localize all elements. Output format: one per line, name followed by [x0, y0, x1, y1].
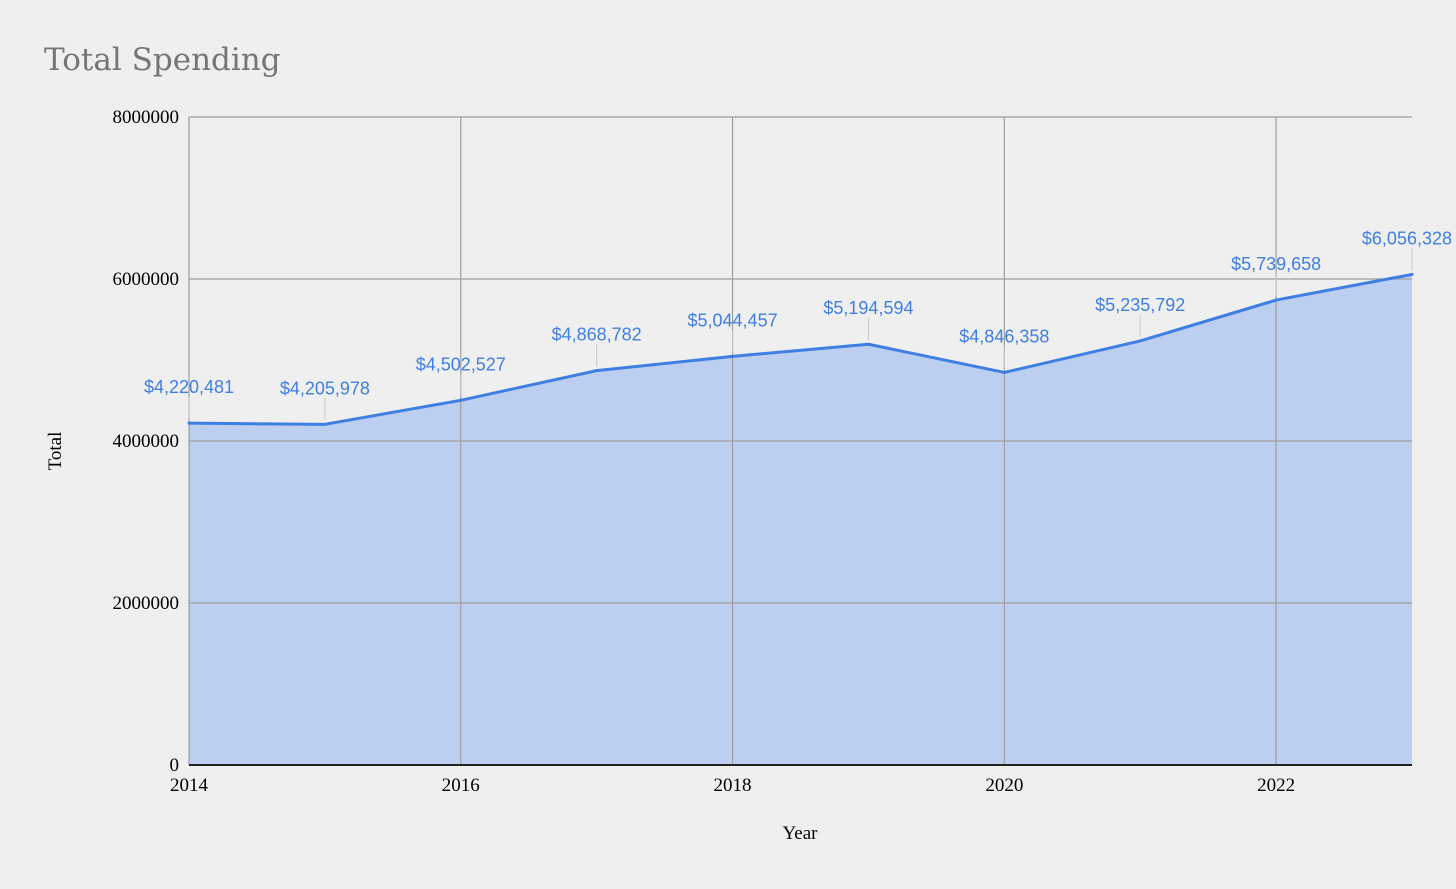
x-tick-label: 2014 [170, 775, 209, 796]
data-point [1138, 339, 1142, 343]
y-tick-label: 2000000 [113, 593, 180, 614]
x-axis: 2014 2016 2018 2020 2022 [170, 764, 1412, 796]
x-tick-label: 2016 [442, 775, 480, 796]
data-point [323, 422, 327, 426]
data-label: $5,194,594 [823, 298, 913, 318]
data-label: $6,056,328 [1362, 228, 1452, 248]
area-fill [189, 274, 1412, 765]
y-tick-label: 0 [170, 755, 180, 776]
y-tick-label: 8000000 [113, 107, 180, 128]
data-point [731, 354, 735, 358]
data-point [866, 342, 870, 346]
data-label: $4,868,782 [552, 325, 642, 345]
y-axis: 0 2000000 4000000 6000000 8000000 [113, 107, 180, 776]
data-label: $5,235,792 [1095, 295, 1185, 315]
data-label: $4,846,358 [959, 326, 1049, 346]
data-point [595, 369, 599, 373]
chart-title: Total Spending [44, 42, 281, 78]
x-axis-title: Year [782, 823, 818, 844]
data-label: $4,205,978 [280, 378, 370, 398]
x-tick-label: 2018 [714, 775, 752, 796]
y-tick-label: 4000000 [113, 431, 180, 452]
data-point [1410, 272, 1414, 276]
data-label: $4,220,481 [144, 377, 234, 397]
series-line [188, 272, 1413, 426]
data-label: $4,502,527 [416, 354, 506, 374]
data-point [1002, 370, 1006, 374]
grid-layer [188, 116, 1412, 765]
leader-layer [188, 248, 1413, 421]
data-label: $5,044,457 [688, 310, 778, 330]
x-tick-label: 2020 [985, 775, 1023, 796]
data-point [1274, 298, 1278, 302]
data-point [187, 421, 191, 425]
y-axis-title: Total [45, 432, 66, 471]
data-point [459, 398, 463, 402]
x-tick-label: 2022 [1257, 775, 1295, 796]
line-layer [187, 272, 1414, 426]
area-layer [189, 274, 1412, 765]
y-tick-label: 6000000 [113, 269, 180, 290]
data-labels: $4,220,481 $4,205,978 $4,502,527 $4,868,782… [144, 228, 1452, 398]
data-label: $5,739,658 [1231, 254, 1321, 274]
